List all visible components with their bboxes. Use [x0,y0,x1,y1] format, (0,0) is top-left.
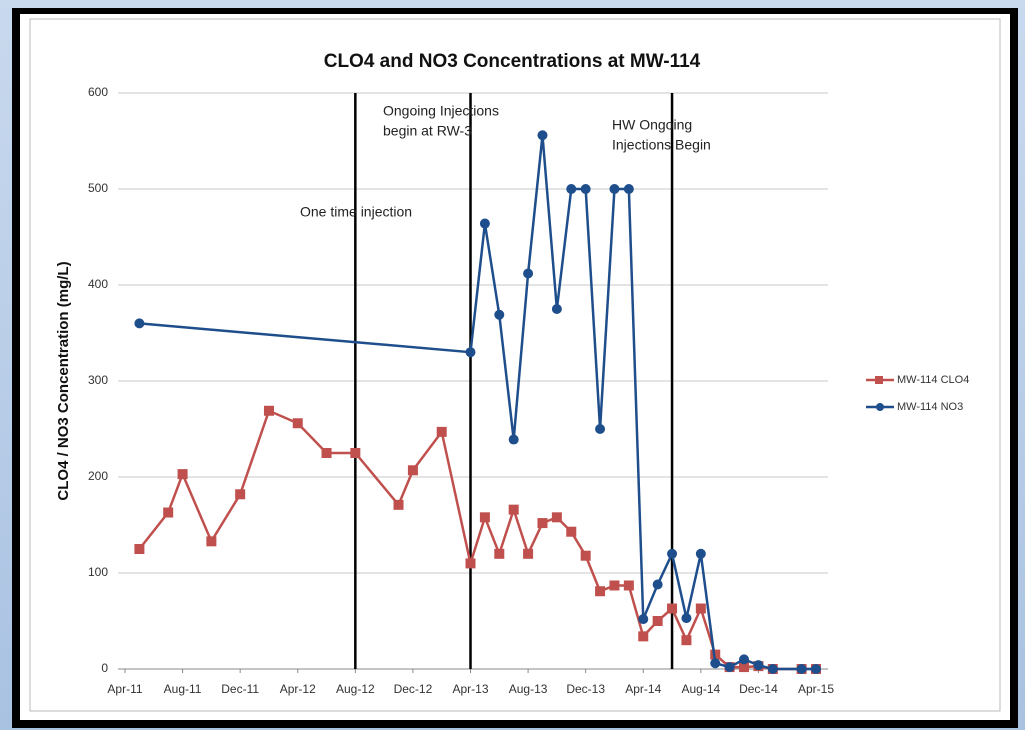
annotation-text: One time injection [300,204,412,220]
legend-label: MW-114 NO3 [897,401,963,413]
marker [537,518,548,529]
chart-title: CLO4 and NO3 Concentrations at MW-114 [324,51,701,72]
marker [652,616,663,626]
legend-label: MW-114 CLO4 [897,374,969,386]
y-tick-label: 200 [88,469,108,483]
x-tick-label: Dec-13 [566,682,605,696]
marker [739,654,750,665]
marker [508,434,519,445]
y-tick-label: 0 [101,661,108,675]
marker [681,613,692,624]
chart-area [29,18,1001,712]
marker [292,418,303,429]
marker [206,536,217,547]
marker [753,660,764,671]
marker [479,512,490,523]
marker [811,664,821,674]
marker [350,448,361,458]
x-tick-label: Aug-12 [336,682,375,696]
marker [638,631,649,642]
marker [595,424,606,434]
marker [595,586,606,597]
marker [580,184,591,194]
marker [638,614,649,625]
marker [163,507,174,518]
marker [393,499,404,510]
y-axis-title: CLO4 / NO3 Concentration (mg/L) [55,261,72,500]
marker [580,550,591,561]
marker [609,184,620,194]
x-tick-label: Apr-12 [280,682,316,696]
legend-marker [876,403,884,411]
x-tick-label: Apr-15 [798,682,834,696]
marker [681,635,692,646]
marker [263,405,274,416]
marker [667,548,678,559]
legend-marker [875,376,883,384]
marker [623,184,634,194]
annotation-text: begin at RW-3 [383,123,472,139]
marker [695,603,706,614]
marker [235,489,246,500]
x-tick-label: Aug-13 [509,682,548,696]
marker [566,526,577,537]
x-tick-label: Dec-14 [739,682,778,696]
marker [508,504,519,515]
y-tick-label: 600 [88,85,108,99]
marker [609,580,620,591]
y-tick-label: 400 [88,277,108,291]
marker [623,580,634,591]
marker [695,548,706,559]
marker [724,662,735,673]
x-tick-label: Dec-11 [221,682,259,696]
x-tick-label: Apr-14 [625,682,661,696]
marker [494,548,505,559]
marker [667,603,678,614]
y-tick-label: 100 [88,565,108,579]
marker [494,309,505,320]
marker [710,658,721,669]
marker [465,347,476,358]
x-tick-label: Aug-14 [681,682,720,696]
x-tick-label: Aug-11 [164,682,202,696]
marker [134,544,145,554]
annotation-text: Injections Begin [612,137,711,153]
marker [134,318,145,329]
marker [767,664,778,674]
marker [566,184,577,194]
marker [551,512,562,523]
marker [796,664,807,674]
marker [551,304,562,314]
x-tick-label: Apr-11 [107,682,142,696]
marker [537,130,548,141]
marker [652,579,663,590]
marker [523,548,534,559]
marker [177,469,188,480]
marker [479,218,490,229]
marker [739,662,750,673]
marker [465,558,476,569]
marker [321,448,332,458]
y-tick-label: 500 [88,181,108,195]
y-tick-label: 300 [88,373,108,387]
annotation-text: Ongoing Injections [383,103,499,119]
marker [436,426,447,437]
x-tick-label: Apr-13 [452,682,488,696]
marker [523,268,534,279]
marker [407,465,418,476]
annotation-text: HW Ongoing [612,117,692,133]
x-tick-label: Dec-12 [394,682,433,696]
